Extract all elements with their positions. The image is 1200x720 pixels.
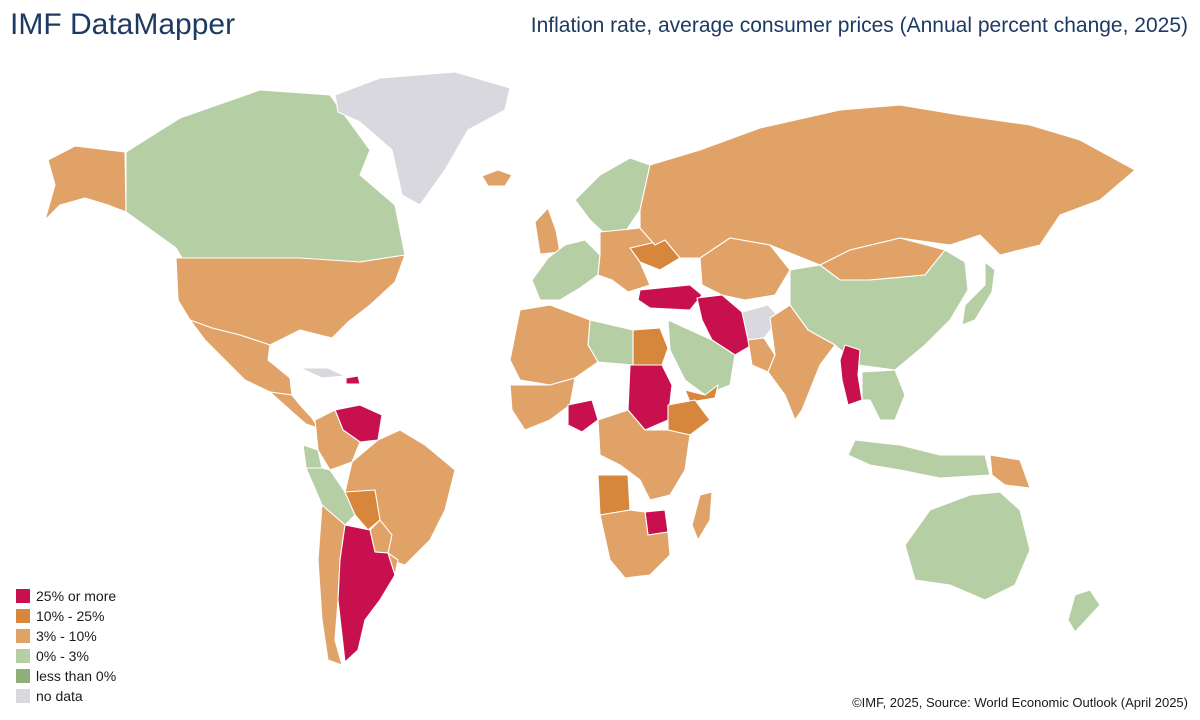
region-japan[interactable] <box>961 261 996 326</box>
region-indonesia[interactable] <box>847 439 991 479</box>
legend-item: 0% - 3% <box>16 646 116 666</box>
region-western-europe[interactable] <box>531 239 601 301</box>
legend-swatch <box>16 629 30 643</box>
region-angola[interactable] <box>597 474 631 516</box>
region-west-africa[interactable] <box>509 377 576 431</box>
region-cuba[interactable] <box>299 367 346 379</box>
region-turkey[interactable] <box>637 284 703 311</box>
legend-label: 0% - 3% <box>36 648 89 664</box>
legend-swatch <box>16 649 30 663</box>
legend-item: 3% - 10% <box>16 626 116 646</box>
region-ethiopia[interactable] <box>667 399 711 436</box>
legend-item: 10% - 25% <box>16 606 116 626</box>
legend-label: 25% or more <box>36 588 117 604</box>
region-papua-new-guinea[interactable] <box>989 454 1031 489</box>
region-australia[interactable] <box>904 491 1031 601</box>
legend-label: no data <box>36 688 83 704</box>
region-india[interactable] <box>767 304 836 421</box>
region-iceland[interactable] <box>481 169 513 187</box>
legend: 25% or more 10% - 25% 3% - 10% 0% - 3% less … <box>16 586 116 706</box>
legend-item: less than 0% <box>16 666 116 686</box>
region-central-asia[interactable] <box>699 237 791 301</box>
region-scandinavia[interactable] <box>574 157 651 233</box>
region-myanmar[interactable] <box>839 344 863 406</box>
region-north-africa[interactable] <box>509 304 599 386</box>
legend-label: 3% - 10% <box>36 628 97 644</box>
legend-swatch <box>16 609 30 623</box>
region-central-america[interactable] <box>269 391 319 429</box>
region-bolivia[interactable] <box>344 489 381 531</box>
brand-title: IMF DataMapper <box>10 8 236 41</box>
region-madagascar[interactable] <box>691 491 713 541</box>
region-yemen[interactable] <box>684 384 719 403</box>
region-mexico[interactable] <box>189 319 293 396</box>
region-colombia[interactable] <box>314 409 361 471</box>
region-united-kingdom[interactable] <box>534 207 561 255</box>
region-new-zealand[interactable] <box>1067 589 1101 633</box>
region-southern-africa[interactable] <box>599 509 671 579</box>
region-egypt[interactable] <box>632 327 669 366</box>
region-uruguay[interactable] <box>387 552 399 576</box>
region-iran[interactable] <box>696 294 753 356</box>
map-title: Inflation rate, average consumer prices … <box>530 14 1188 37</box>
legend-swatch <box>16 669 30 683</box>
source-note: ©IMF, 2025, Source: World Economic Outlo… <box>852 695 1188 710</box>
region-alaska[interactable] <box>44 145 127 221</box>
region-argentina[interactable] <box>337 524 396 663</box>
region-saudi-arabia[interactable] <box>667 319 736 396</box>
region-zimbabwe[interactable] <box>644 509 669 536</box>
region-central-africa[interactable] <box>597 409 691 501</box>
region-greenland[interactable] <box>334 71 511 206</box>
region-haiti[interactable] <box>345 375 361 385</box>
legend-item: 25% or more <box>16 586 116 606</box>
legend-label: 10% - 25% <box>36 608 105 624</box>
region-nigeria[interactable] <box>567 399 599 433</box>
legend-swatch <box>16 589 30 603</box>
legend-item: no data <box>16 686 116 706</box>
region-southeast-asia[interactable] <box>861 369 906 421</box>
legend-label: less than 0% <box>36 668 117 684</box>
legend-swatch <box>16 689 30 703</box>
region-russia[interactable] <box>639 104 1136 266</box>
